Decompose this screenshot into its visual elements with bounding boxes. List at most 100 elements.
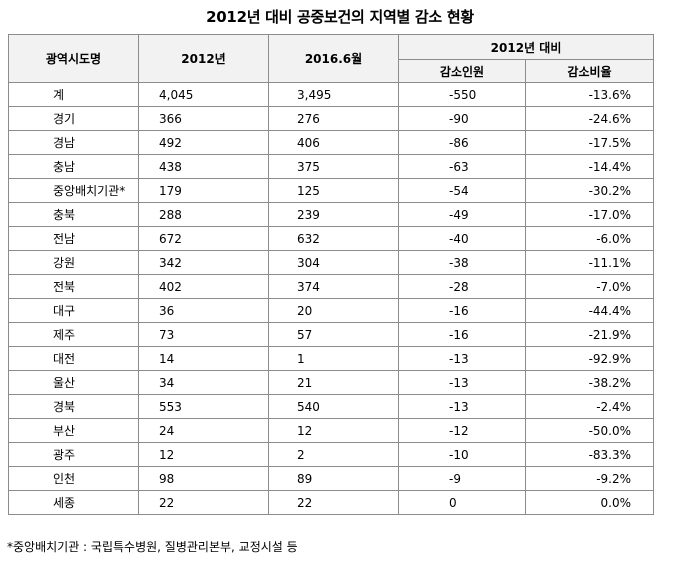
cell-2016: 3,495 bbox=[268, 82, 399, 107]
cell-2012: 36 bbox=[138, 298, 269, 323]
cell-region: 울산 bbox=[8, 370, 139, 395]
cell-region: 인천 bbox=[8, 466, 139, 491]
cell-region: 전남 bbox=[8, 226, 139, 251]
cell-2012: 24 bbox=[138, 418, 269, 443]
cell-region: 대전 bbox=[8, 346, 139, 371]
cell-decrease-count: -86 bbox=[398, 130, 526, 155]
cell-decrease-count: -10 bbox=[398, 442, 526, 467]
cell-2012: 12 bbox=[138, 442, 269, 467]
table-row: 계 4,045 3,495 -550 -13.6% bbox=[8, 82, 655, 107]
header-compare-group: 2012년 대비 bbox=[397, 34, 655, 60]
cell-decrease-count: -38 bbox=[398, 250, 526, 275]
cell-decrease-count: -28 bbox=[398, 274, 526, 299]
cell-2016: 22 bbox=[268, 490, 399, 515]
cell-decrease-rate: -11.1% bbox=[524, 250, 655, 275]
cell-2016: 239 bbox=[268, 202, 399, 227]
cell-2016: 304 bbox=[268, 250, 399, 275]
cell-2016: 632 bbox=[268, 226, 399, 251]
cell-region: 경남 bbox=[8, 130, 139, 155]
cell-2016: 21 bbox=[268, 370, 399, 395]
table-row: 경남 492 406 -86 -17.5% bbox=[8, 130, 655, 155]
cell-decrease-rate: -17.0% bbox=[524, 202, 655, 227]
table-row: 세종 22 22 0 0.0% bbox=[8, 490, 655, 515]
cell-decrease-rate: -30.2% bbox=[524, 178, 655, 203]
table-row: 경북 553 540 -13 -2.4% bbox=[8, 394, 655, 419]
cell-decrease-rate: -14.4% bbox=[524, 154, 655, 179]
cell-region: 세종 bbox=[8, 490, 139, 515]
header-decrease-rate: 감소비율 bbox=[524, 59, 655, 83]
cell-2012: 34 bbox=[138, 370, 269, 395]
cell-decrease-count: -16 bbox=[398, 298, 526, 323]
cell-region: 전북 bbox=[8, 274, 139, 299]
cell-2016: 20 bbox=[268, 298, 399, 323]
cell-2012: 366 bbox=[138, 106, 269, 131]
cell-2012: 4,045 bbox=[138, 82, 269, 107]
cell-decrease-count: -49 bbox=[398, 202, 526, 227]
table-row: 대구 36 20 -16 -44.4% bbox=[8, 298, 655, 323]
cell-2012: 98 bbox=[138, 466, 269, 491]
table-row: 부산 24 12 -12 -50.0% bbox=[8, 418, 655, 443]
cell-decrease-count: -550 bbox=[398, 82, 526, 107]
cell-decrease-count: -40 bbox=[398, 226, 526, 251]
cell-2012: 22 bbox=[138, 490, 269, 515]
cell-region: 강원 bbox=[8, 250, 139, 275]
page-title: 2012년 대비 공중보건의 지역별 감소 현황 bbox=[206, 8, 474, 26]
cell-2012: 402 bbox=[138, 274, 269, 299]
cell-decrease-rate: -21.9% bbox=[524, 322, 655, 347]
table-row: 제주 73 57 -16 -21.9% bbox=[8, 322, 655, 347]
cell-decrease-rate: -50.0% bbox=[524, 418, 655, 443]
cell-region: 계 bbox=[8, 82, 139, 107]
table-row: 충남 438 375 -63 -14.4% bbox=[8, 154, 655, 179]
cell-decrease-count: -54 bbox=[398, 178, 526, 203]
cell-2016: 1 bbox=[268, 346, 399, 371]
cell-2016: 374 bbox=[268, 274, 399, 299]
cell-region: 광주 bbox=[8, 442, 139, 467]
cell-decrease-count: -90 bbox=[398, 106, 526, 131]
cell-decrease-rate: -38.2% bbox=[524, 370, 655, 395]
table-row: 충북 288 239 -49 -17.0% bbox=[8, 202, 655, 227]
cell-region: 충남 bbox=[8, 154, 139, 179]
cell-decrease-count: -9 bbox=[398, 466, 526, 491]
data-table: 광역시도명 2012년 2016.6월 2012년 대비 감소인원 감소비율 계… bbox=[8, 34, 655, 515]
table-row: 중앙배치기관* 179 125 -54 -30.2% bbox=[8, 178, 655, 203]
cell-region: 제주 bbox=[8, 322, 139, 347]
cell-decrease-rate: -9.2% bbox=[524, 466, 655, 491]
cell-region: 부산 bbox=[8, 418, 139, 443]
cell-2016: 89 bbox=[268, 466, 399, 491]
cell-decrease-rate: -83.3% bbox=[524, 442, 655, 467]
cell-decrease-count: -13 bbox=[398, 370, 526, 395]
cell-decrease-rate: -92.9% bbox=[524, 346, 655, 371]
table-row: 전북 402 374 -28 -7.0% bbox=[8, 274, 655, 299]
cell-2016: 540 bbox=[268, 394, 399, 419]
cell-decrease-count: 0 bbox=[398, 490, 526, 515]
header-decrease-count: 감소인원 bbox=[398, 59, 526, 83]
cell-decrease-count: -13 bbox=[398, 394, 526, 419]
cell-region: 중앙배치기관* bbox=[8, 178, 139, 203]
cell-decrease-rate: -7.0% bbox=[524, 274, 655, 299]
cell-2012: 492 bbox=[138, 130, 269, 155]
cell-decrease-rate: -2.4% bbox=[524, 394, 655, 419]
cell-2016: 406 bbox=[268, 130, 399, 155]
cell-2012: 179 bbox=[138, 178, 269, 203]
cell-decrease-rate: 0.0% bbox=[524, 490, 655, 515]
table-row: 경기 366 276 -90 -24.6% bbox=[8, 106, 655, 131]
cell-2016: 2 bbox=[268, 442, 399, 467]
cell-decrease-rate: -17.5% bbox=[524, 130, 655, 155]
cell-2016: 57 bbox=[268, 322, 399, 347]
table-row: 전남 672 632 -40 -6.0% bbox=[8, 226, 655, 251]
cell-2012: 288 bbox=[138, 202, 269, 227]
cell-region: 대구 bbox=[8, 298, 139, 323]
cell-2016: 125 bbox=[268, 178, 399, 203]
cell-decrease-count: -63 bbox=[398, 154, 526, 179]
cell-decrease-count: -16 bbox=[398, 322, 526, 347]
cell-2012: 672 bbox=[138, 226, 269, 251]
cell-region: 경북 bbox=[8, 394, 139, 419]
footnote: *중앙배치기관 : 국립특수병원, 질병관리본부, 교정시설 등 bbox=[7, 540, 298, 554]
table-row: 인천 98 89 -9 -9.2% bbox=[8, 466, 655, 491]
cell-region: 충북 bbox=[8, 202, 139, 227]
cell-2012: 14 bbox=[138, 346, 269, 371]
header-2016: 2016.6월 bbox=[268, 34, 399, 83]
header-region: 광역시도명 bbox=[8, 34, 139, 83]
table-row: 강원 342 304 -38 -11.1% bbox=[8, 250, 655, 275]
cell-2016: 12 bbox=[268, 418, 399, 443]
